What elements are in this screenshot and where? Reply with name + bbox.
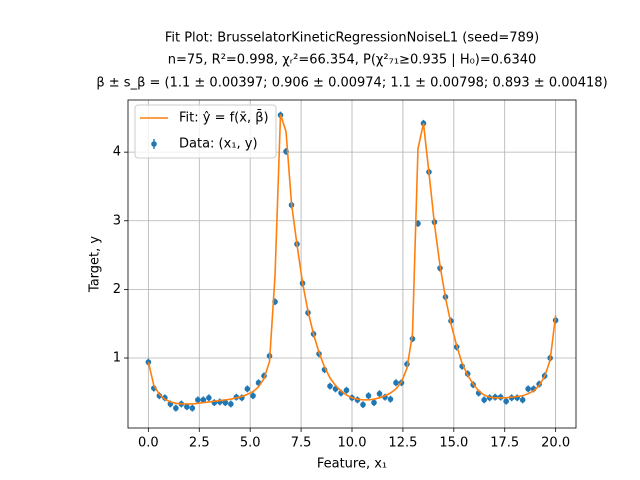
data-point: [503, 398, 509, 405]
legend-box: [134, 104, 277, 159]
data-point: [206, 395, 212, 401]
x-tick-label: 10.0: [338, 436, 367, 451]
y-tick-label: 2: [113, 282, 121, 297]
legend-swatch: [151, 141, 157, 147]
data-point: [371, 399, 377, 406]
data-point: [376, 390, 383, 397]
axes-frame: [127, 99, 577, 429]
x-tick-label: 15.0: [439, 436, 468, 451]
data-point: [393, 379, 399, 386]
data-point: [173, 405, 179, 411]
x-axis-label: Feature, x₁: [317, 457, 387, 472]
data-point: [200, 397, 207, 403]
y-tick-label: 1: [113, 351, 121, 366]
data-point: [222, 399, 229, 406]
data-point: [189, 405, 196, 411]
y-tick-label: 4: [113, 145, 121, 160]
y-axis-label: Target, y: [88, 236, 103, 293]
x-tick-label: 20.0: [541, 436, 570, 451]
data-point: [156, 392, 163, 399]
data-point: [343, 387, 350, 394]
x-tick-label: 5.0: [240, 436, 261, 451]
data-point: [519, 397, 526, 403]
data-point: [250, 392, 256, 399]
x-tick-label: 2.5: [189, 436, 210, 451]
data-point: [228, 401, 234, 407]
fit-line: [147, 114, 557, 405]
legend-label: Fit: ŷ = f(x̄, β̄): [179, 110, 269, 125]
data-point: [525, 386, 531, 392]
data-point: [327, 383, 333, 389]
chart-annotation: β ± s_β = (1.1 ± 0.00397; 0.906 ± 0.0097…: [96, 76, 607, 91]
chart-subtitle: n=75, R²=0.998, χᵣ²=66.354, P(χ²₇₁≥0.935…: [168, 53, 537, 68]
data-point: [387, 396, 394, 402]
x-tick-label: 17.5: [490, 436, 519, 451]
chart-title: Fit Plot: BrusselatorKineticRegressionNo…: [165, 31, 539, 46]
data-point: [195, 397, 201, 403]
legend-label: Data: (x₁, y): [179, 137, 258, 152]
data-point: [184, 403, 190, 410]
x-tick-label: 0.0: [138, 436, 159, 451]
data-point: [481, 397, 487, 403]
y-tick-label: 3: [113, 213, 121, 228]
x-tick-label: 7.5: [291, 436, 312, 451]
data-point: [365, 392, 372, 399]
data-point: [360, 401, 366, 408]
data-point: [244, 386, 251, 392]
x-tick-label: 12.5: [388, 436, 417, 451]
